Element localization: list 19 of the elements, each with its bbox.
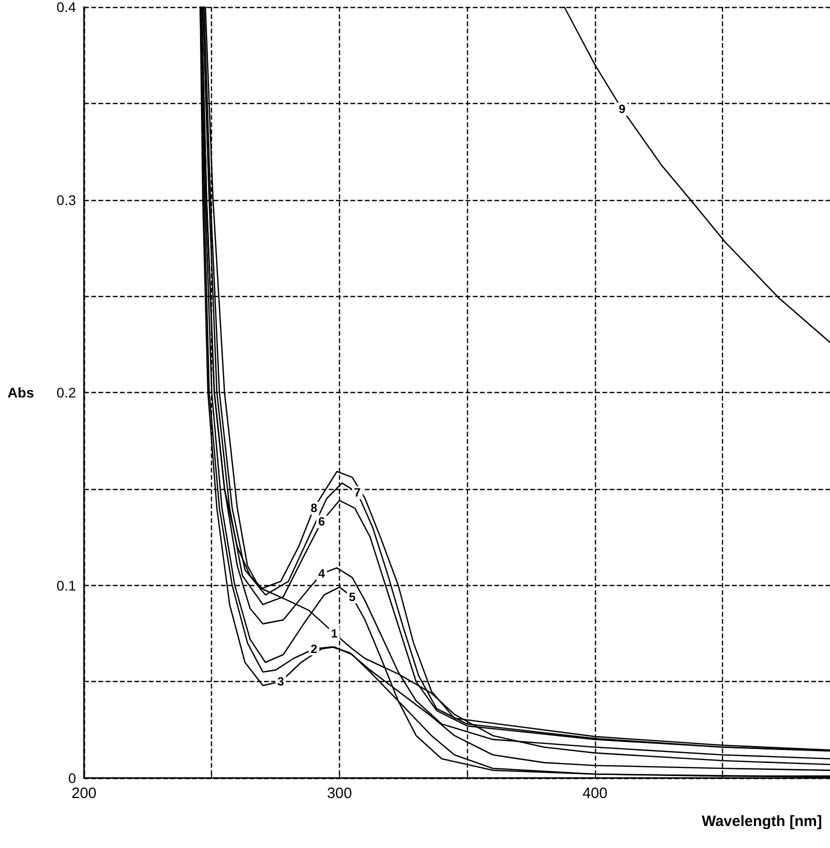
- x-axis-title: Wavelength [nm]: [702, 813, 822, 830]
- x-tick-label: 200: [71, 785, 97, 802]
- annotation: 9: [618, 102, 626, 116]
- y-tick-label: 0.3: [56, 192, 76, 208]
- x-tick-label: 300: [326, 785, 352, 802]
- y-tick-label: 0: [68, 770, 76, 786]
- annotation: 6: [318, 514, 326, 529]
- annotation: 7: [354, 486, 362, 500]
- y-axis-title: Abs: [8, 384, 34, 400]
- annotation: 5: [348, 590, 356, 604]
- annotation: 3: [277, 674, 284, 689]
- annotation: 8: [310, 501, 318, 516]
- x-tick-label: 400: [582, 785, 608, 802]
- y-tick-label: 0.2: [56, 384, 76, 400]
- annotation: 4: [318, 566, 326, 581]
- annotation: 1: [331, 626, 338, 640]
- y-tick-label: 0.1: [56, 577, 76, 594]
- annotation: 2: [310, 642, 318, 656]
- y-tick-label: 0.4: [56, 0, 76, 15]
